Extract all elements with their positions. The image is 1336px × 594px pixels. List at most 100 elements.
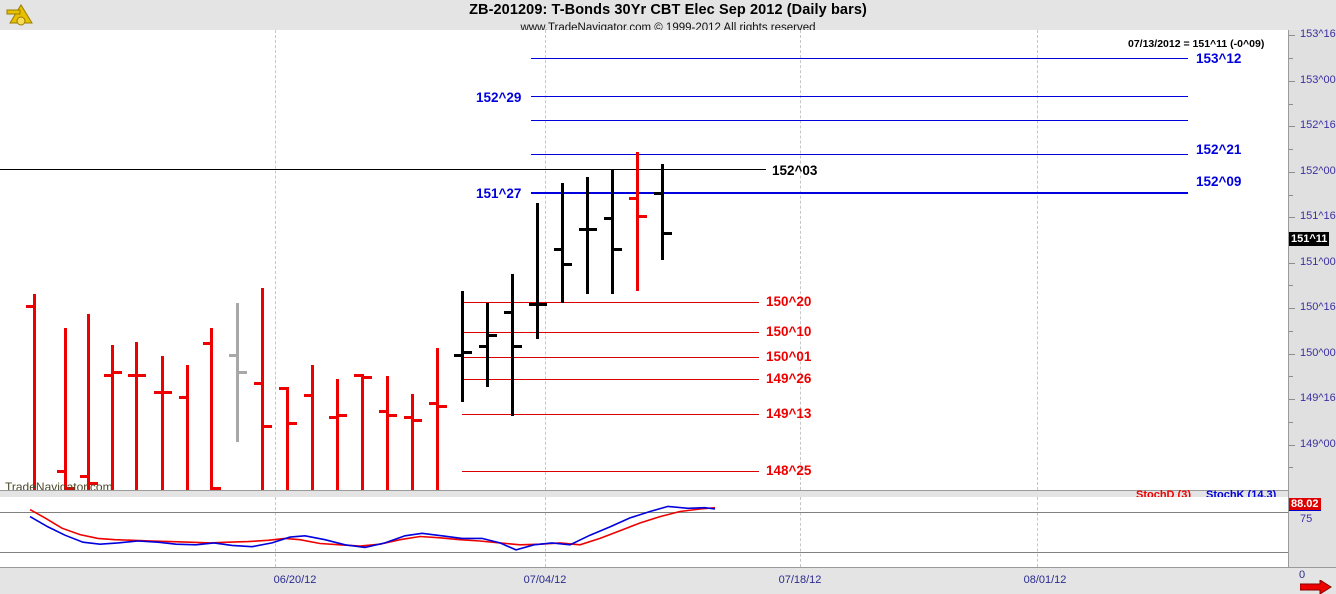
ohlc-bar xyxy=(411,393,414,490)
ohlc-open-tick xyxy=(304,393,312,397)
ohlc-open-tick xyxy=(279,387,287,391)
osc-vgrid-0801 xyxy=(1037,497,1038,567)
price-axis-label: 153^00 xyxy=(1300,73,1336,86)
ohlc-bar xyxy=(436,348,439,490)
price-axis-label: 150^16 xyxy=(1300,301,1336,314)
ohlc-bar xyxy=(611,169,614,294)
ohlc-open-tick xyxy=(529,302,537,306)
ohlc-bar xyxy=(536,202,539,340)
ohlc-open-tick xyxy=(179,396,187,400)
osc-level-75 xyxy=(0,512,1288,513)
price-axis-label: 151^00 xyxy=(1300,255,1336,268)
ohlc-open-tick xyxy=(254,381,262,385)
ohlc-bar xyxy=(261,288,264,490)
price-axis-minor-tick xyxy=(1289,467,1293,469)
price-axis-tick xyxy=(1289,444,1295,446)
ohlc-open-tick xyxy=(154,390,162,394)
ohlc-bar xyxy=(161,356,164,490)
date-axis[interactable]: 06/20/12 07/04/12 07/18/12 08/01/12 0 xyxy=(0,567,1336,594)
current-price-marker: 151^11 xyxy=(1289,232,1330,246)
page-title: ZB-201209: T-Bonds 30Yr CBT Elec Sep 201… xyxy=(469,2,867,18)
vgrid-0801 xyxy=(1037,30,1038,490)
ohlc-close-tick xyxy=(564,262,572,266)
date-axis-label: 07/04/12 xyxy=(523,574,567,586)
ohlc-open-tick xyxy=(604,217,612,221)
date-axis-label: 08/01/12 xyxy=(1023,574,1067,586)
resistance-line[interactable] xyxy=(531,96,1188,97)
resistance-level-label: 152^09 xyxy=(1196,174,1242,189)
support-level-label: 148^25 xyxy=(766,463,812,478)
support-line[interactable] xyxy=(462,332,759,333)
resistance-line[interactable] xyxy=(531,154,1188,155)
resistance-line[interactable] xyxy=(531,192,1188,193)
ohlc-bar xyxy=(336,379,339,490)
ohlc-close-tick xyxy=(414,419,422,423)
vgrid-0620 xyxy=(275,30,276,490)
support-line[interactable] xyxy=(462,302,759,303)
ohlc-open-tick xyxy=(203,341,211,345)
price-axis-label: 150^00 xyxy=(1300,346,1336,359)
price-axis-label: 152^00 xyxy=(1300,164,1336,177)
price-axis-minor-tick xyxy=(1289,58,1293,60)
price-axis-label: 151^16 xyxy=(1300,210,1336,223)
ohlc-open-tick xyxy=(579,228,587,232)
ohlc-bar xyxy=(361,373,364,490)
ohlc-close-tick xyxy=(439,404,447,408)
resistance-line-152-03[interactable] xyxy=(0,169,766,170)
ohlc-close-tick xyxy=(289,421,297,425)
ohlc-bar xyxy=(236,302,239,442)
watermark-text: TradeNavigator.com xyxy=(5,480,113,491)
support-level-label: 150^01 xyxy=(766,349,812,364)
price-axis-tick xyxy=(1289,171,1295,173)
ohlc-close-tick xyxy=(514,345,522,349)
resistance-line[interactable] xyxy=(531,58,1188,59)
resistance-line-151-27[interactable] xyxy=(531,193,1188,194)
price-axis-minor-tick xyxy=(1289,330,1293,332)
ohlc-bar xyxy=(286,387,289,490)
price-axis-label: 149^16 xyxy=(1300,392,1336,405)
vgrid-0718 xyxy=(800,30,801,490)
ohlc-close-tick xyxy=(138,373,146,377)
ohlc-close-tick xyxy=(114,370,122,374)
price-axis[interactable]: 153^16 153^00 152^16 152^00 151^16 151^00 150^… xyxy=(1288,28,1336,567)
price-axis-tick xyxy=(1289,80,1295,82)
price-axis-minor-tick xyxy=(1289,103,1293,105)
support-line[interactable] xyxy=(462,379,759,380)
ohlc-bar xyxy=(33,293,36,490)
scroll-right-arrow[interactable] xyxy=(1299,579,1332,594)
resistance-line[interactable] xyxy=(531,120,1188,121)
price-pane[interactable]: 153^12 152^29 152^21 152^09 152^03 151^27 150^… xyxy=(0,30,1288,491)
price-axis-minor-tick xyxy=(1289,376,1293,378)
support-line[interactable] xyxy=(462,414,759,415)
price-axis-tick xyxy=(1289,353,1295,355)
support-level-label: 149^26 xyxy=(766,371,812,386)
ohlc-bar xyxy=(311,364,314,490)
price-axis-label: 153^16 xyxy=(1300,28,1336,41)
ohlc-open-tick xyxy=(429,401,437,405)
support-level-label: 150^20 xyxy=(766,294,812,309)
ohlc-open-tick xyxy=(128,373,136,377)
resistance-level-label: 152^21 xyxy=(1196,142,1242,157)
stochastic-lines xyxy=(29,505,716,551)
ohlc-open-tick xyxy=(80,475,88,479)
resistance-level-label: 152^03 xyxy=(772,163,818,178)
ohlc-open-tick xyxy=(454,353,462,357)
ohlc-open-tick xyxy=(229,353,237,357)
ohlc-bar xyxy=(111,345,114,490)
support-level-label: 149^13 xyxy=(766,406,812,421)
stochastic-pane[interactable] xyxy=(0,497,1288,567)
support-line[interactable] xyxy=(462,471,759,472)
ohlc-open-tick xyxy=(354,373,362,377)
price-axis-tick xyxy=(1289,126,1295,128)
ohlc-open-tick xyxy=(479,345,487,349)
price-axis-tick xyxy=(1289,308,1295,310)
date-axis-label: 07/18/12 xyxy=(778,574,822,586)
resistance-level-label: 151^27 xyxy=(476,186,522,201)
ohlc-open-tick xyxy=(404,416,412,420)
price-axis-minor-tick xyxy=(1289,194,1293,196)
price-axis-label: 152^16 xyxy=(1300,119,1336,132)
support-line[interactable] xyxy=(462,357,759,358)
ohlc-open-tick xyxy=(654,191,662,195)
ohlc-bar xyxy=(64,328,67,490)
